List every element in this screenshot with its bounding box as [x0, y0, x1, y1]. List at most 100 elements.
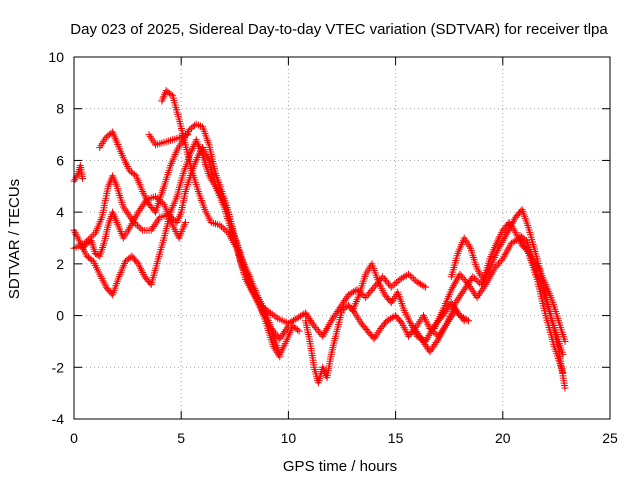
data-point	[79, 175, 87, 182]
data-point	[353, 286, 361, 294]
data-point	[134, 208, 142, 216]
data-point	[167, 91, 175, 98]
data-point	[147, 226, 155, 234]
x-tick-label: 10	[281, 430, 297, 446]
data-point	[410, 275, 418, 283]
data-point	[282, 326, 290, 334]
series-sat-e	[145, 131, 192, 149]
data-point	[496, 258, 504, 266]
data-point	[422, 283, 430, 291]
data-point	[419, 337, 427, 345]
data-point	[456, 270, 464, 278]
data-point	[276, 335, 284, 343]
data-point	[138, 203, 146, 211]
series-sat-g	[79, 193, 189, 260]
data-points	[70, 87, 569, 392]
data-point	[403, 271, 411, 279]
series-sat-f	[70, 162, 87, 185]
data-point	[367, 287, 375, 295]
y-tick-label: -2	[52, 359, 65, 375]
y-tick-label: 10	[48, 49, 64, 65]
chart-title: Day 023 of 2025, Sidereal Day-to-day VTE…	[70, 21, 608, 38]
data-point	[389, 282, 397, 290]
data-point	[430, 342, 438, 350]
data-point	[397, 318, 405, 326]
data-point	[364, 290, 372, 298]
data-point	[463, 279, 471, 287]
data-point	[405, 270, 412, 278]
data-point	[497, 256, 505, 264]
data-point	[382, 276, 390, 284]
data-point	[420, 282, 428, 290]
data-point	[477, 288, 485, 296]
data-point	[219, 224, 227, 232]
data-point	[495, 260, 502, 268]
data-point	[140, 199, 148, 207]
data-point	[133, 258, 141, 266]
data-point	[302, 309, 310, 317]
data-point	[471, 274, 478, 282]
data-point	[270, 328, 278, 336]
data-point	[300, 310, 308, 318]
data-point	[432, 339, 440, 346]
data-point	[474, 277, 482, 285]
data-point	[559, 350, 567, 358]
data-point	[304, 313, 312, 321]
data-point	[314, 327, 322, 335]
data-point	[182, 219, 189, 226]
y-tick-label: 4	[56, 204, 64, 220]
data-point	[278, 331, 286, 339]
series-sat-d	[158, 87, 292, 343]
data-point	[427, 346, 435, 354]
data-point	[151, 221, 159, 229]
data-point	[333, 308, 341, 315]
data-point	[267, 325, 275, 332]
y-tick-label: 6	[56, 152, 64, 168]
series-sat-a	[70, 144, 430, 340]
data-point	[284, 322, 292, 330]
series-sat-m	[516, 231, 569, 345]
data-point	[216, 221, 224, 229]
data-point	[412, 328, 420, 335]
data-point	[276, 353, 284, 361]
data-point	[294, 326, 301, 334]
data-point	[472, 276, 480, 284]
grid-lines	[74, 57, 610, 419]
data-point	[406, 331, 414, 338]
data-point	[469, 273, 477, 281]
data-point	[391, 280, 399, 288]
data-point	[131, 171, 139, 179]
data-point	[280, 329, 287, 337]
data-point	[455, 293, 463, 301]
data-point	[490, 265, 498, 273]
data-point	[460, 275, 468, 283]
x-tick-label: 15	[388, 430, 404, 446]
y-tick-label: 8	[56, 101, 64, 117]
x-tick-label: 0	[70, 430, 78, 446]
data-point	[474, 292, 482, 300]
y-tick-label: 2	[56, 256, 64, 272]
x-tick-label: 20	[495, 430, 511, 446]
data-point	[561, 384, 569, 392]
data-point	[155, 196, 163, 204]
data-point	[421, 340, 429, 348]
data-point	[341, 296, 349, 304]
data-point	[479, 284, 487, 292]
data-point	[134, 222, 141, 230]
series-sat-h	[302, 301, 468, 387]
data-point	[135, 223, 143, 231]
axis-ticks: 0 5 10 15 20 25 -4 -2 0 2 4 6 8 10	[48, 49, 618, 446]
data-point	[383, 278, 391, 286]
data-point	[184, 131, 192, 139]
data-point	[410, 324, 418, 332]
data-point	[458, 289, 466, 297]
data-point	[310, 322, 318, 330]
data-point	[90, 231, 98, 239]
data-point	[387, 283, 395, 291]
data-point	[150, 223, 158, 230]
data-point	[88, 232, 96, 240]
data-point	[408, 273, 416, 281]
y-tick-label: 0	[56, 308, 64, 324]
series-sat-l	[430, 234, 567, 376]
data-point	[466, 282, 474, 290]
